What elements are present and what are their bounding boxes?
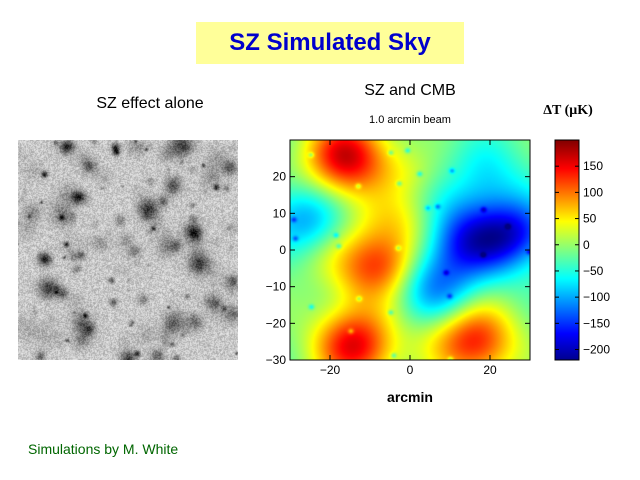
colorbar-tick-label: −100 [583, 290, 610, 304]
slide-title: SZ Simulated Sky [229, 29, 431, 56]
colorbar-tick-label: 50 [583, 212, 597, 226]
cmb-panel-title: SZ and CMB [364, 82, 456, 99]
colorbar-tick-label: 150 [583, 159, 603, 173]
cmb-panel-subtitle: 1.0 arcmin beam [369, 114, 451, 126]
sz-panel-label: SZ effect alone [96, 95, 204, 112]
colorbar-tick-label: 0 [583, 238, 590, 252]
colorbar-tick-label: −150 [583, 316, 610, 330]
y-tick-label: 0 [279, 243, 286, 257]
colorbar-tick-label: −200 [583, 343, 610, 357]
colorbar-tick-label: 100 [583, 185, 603, 199]
y-tick-label: 10 [273, 206, 287, 220]
y-tick-label: 20 [273, 170, 287, 184]
x-tick-label: −20 [320, 363, 341, 377]
colorbar-tick-label: −50 [583, 264, 604, 278]
y-tick-label: −20 [266, 316, 287, 330]
colorbar: 150 100 50 0 −50 −100 −150 −200 [554, 139, 610, 361]
credit-text: Simulations by M. White [28, 441, 179, 457]
cmb-heatmap-chart: −20 0 20 −30 −20 −10 0 10 20 [266, 139, 531, 377]
x-tick-label: 0 [407, 363, 414, 377]
sz-effect-map-image [18, 140, 238, 360]
title-banner: SZ Simulated Sky [196, 22, 464, 64]
y-tick-label: −30 [266, 353, 287, 367]
x-axis-label: arcmin [387, 389, 433, 405]
colorbar-unit-label: ΔT (μK) [543, 103, 593, 118]
cmb-heatmap-image [290, 140, 530, 360]
colorbar-gradient [554, 139, 580, 361]
y-tick-label: −10 [266, 280, 287, 294]
x-tick-label: 20 [483, 363, 497, 377]
